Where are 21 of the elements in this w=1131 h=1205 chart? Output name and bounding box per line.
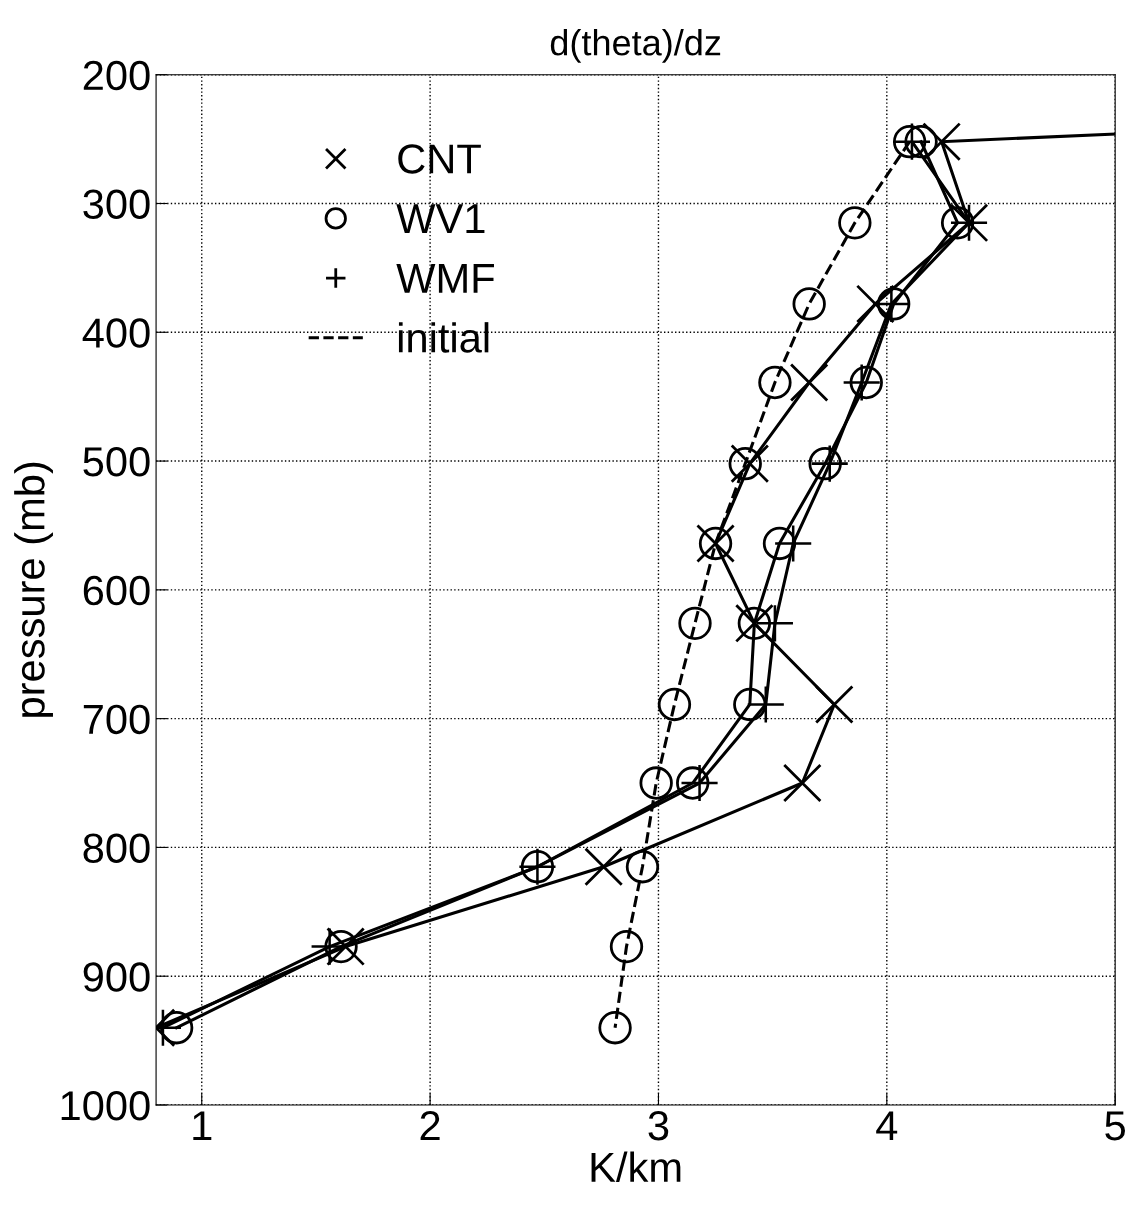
legend-label: WMF (396, 264, 494, 293)
y-axis-title: pressure (mb) (14, 462, 53, 717)
chart-title: d(theta)/dz (550, 29, 721, 63)
x-tick-label: 3 (648, 1110, 669, 1141)
y-tick-label: 300 (83, 189, 150, 219)
legend-label: CNT (398, 144, 481, 174)
y-tick-label: 500 (83, 447, 150, 477)
legend-label: initial (398, 322, 489, 353)
y-tick-label: 200 (83, 60, 150, 91)
y-tick-label: 900 (83, 962, 150, 992)
x-tick-label: 1 (193, 1111, 212, 1141)
x-tick-label: 2 (420, 1110, 440, 1141)
legend-label: WV1 (396, 204, 485, 233)
x-axis-title: K/km (591, 1151, 681, 1183)
y-tick-label: 400 (82, 318, 150, 348)
y-tick-label: 600 (83, 575, 150, 606)
y-tick-label: 1000 (61, 1090, 150, 1121)
x-tick-label: 4 (876, 1111, 898, 1141)
y-tick-label: 800 (83, 833, 150, 863)
y-tick-label: 700 (83, 704, 150, 735)
x-tick-label: 5 (1105, 1111, 1126, 1141)
